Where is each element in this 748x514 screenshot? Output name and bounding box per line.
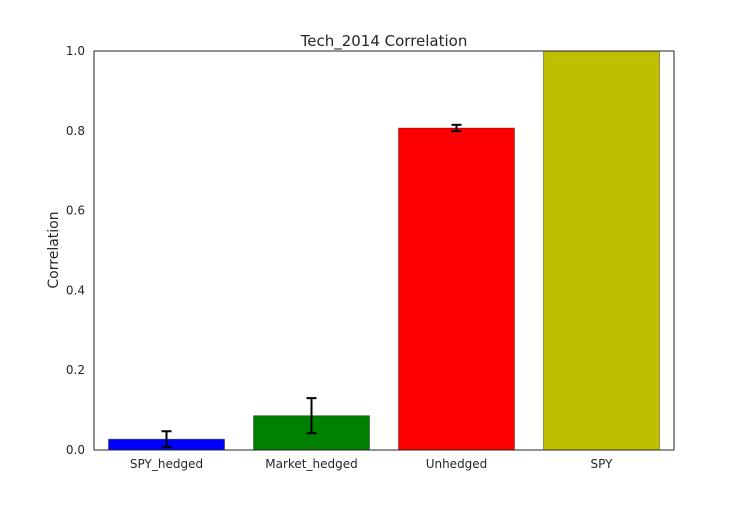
- y-axis-ticks: 0.0 0.2 0.4 0.6 0.8 1.0: [66, 44, 85, 457]
- x-tick-label: Unhedged: [426, 457, 488, 471]
- x-tick-label: Market_hedged: [265, 457, 357, 471]
- y-axis-label: Correlation: [46, 211, 62, 288]
- bar-unhedged: [398, 127, 515, 451]
- x-axis-ticks: SPY_hedged Market_hedged Unhedged SPY: [130, 457, 613, 471]
- bars-group: [108, 50, 660, 451]
- x-tick-label: SPY_hedged: [130, 457, 203, 471]
- error-bar-market-hedged: [306, 397, 317, 435]
- error-bar-unhedged: [451, 123, 462, 133]
- y-tick-label: 0.6: [66, 204, 85, 218]
- y-tick-label: 0.0: [66, 443, 85, 457]
- y-tick-label: 0.4: [66, 283, 85, 297]
- error-bar-spy-hedged: [161, 430, 172, 449]
- chart-title: Tech_2014 Correlation: [300, 32, 468, 51]
- y-tick-label: 1.0: [66, 44, 85, 58]
- x-tick-label: SPY: [591, 457, 614, 471]
- plot-frame: [93, 50, 675, 451]
- error-bars-group: [161, 123, 462, 449]
- y-tick-label: 0.2: [66, 363, 85, 377]
- y-tick-label: 0.8: [66, 124, 85, 138]
- bar-spy: [543, 50, 660, 451]
